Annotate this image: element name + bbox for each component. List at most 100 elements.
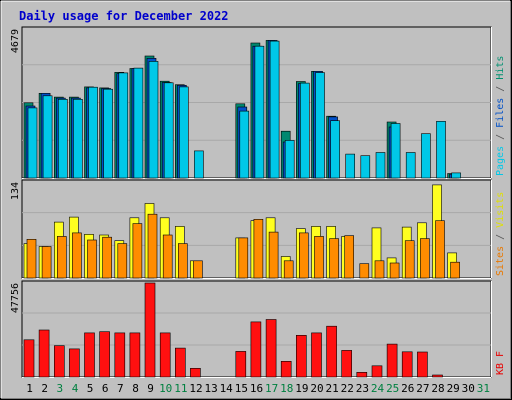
x-tick-label-15: 15: [235, 382, 248, 395]
x-tick-label-4: 4: [72, 382, 79, 395]
x-tick-label-25: 25: [386, 382, 399, 395]
legend-entry: Sites: [495, 246, 506, 276]
bar-sites-day-27: [420, 238, 430, 279]
bar-sites-day-10: [162, 234, 173, 279]
bar-kb-f-day-23: [356, 371, 368, 378]
bar-sites-day-12: [193, 260, 203, 279]
bar-kb-f-day-15: [235, 351, 247, 378]
y-max-label: 134: [10, 182, 21, 200]
bar-kb-f-day-6: [99, 331, 110, 378]
bar-sites-day-28: [435, 220, 445, 279]
bar-kb-f-day-19: [295, 334, 307, 378]
bar-kb-f-day-20: [311, 332, 322, 378]
bar-pages-day-10: [163, 82, 174, 179]
bar-pages-day-25: [390, 123, 401, 179]
x-tick-label-5: 5: [87, 382, 94, 395]
x-tick-label-7: 7: [117, 382, 124, 395]
x-tick-label-30: 30: [462, 382, 475, 395]
bar-sites-day-1: [26, 239, 37, 279]
x-tick-label-13: 13: [204, 382, 217, 395]
x-tick-label-31: 31: [477, 382, 490, 395]
bar-kb-f-day-16: [250, 321, 262, 378]
legend-entry: /: [495, 228, 506, 246]
bar-kb-f-day-18: [280, 360, 292, 378]
x-tick-label-29: 29: [447, 382, 460, 395]
x-tick-label-6: 6: [102, 382, 109, 395]
x-axis-labels: 1 2 3 4 5 6 7 8 9 10 11 12 13 14 15 16 17 18 19 20 21 22 23 24 2…: [26, 382, 490, 395]
bar-pages-day-20: [315, 72, 325, 179]
bar-sites-day-2: [41, 246, 52, 279]
bar-pages-day-4: [73, 99, 83, 179]
x-tick-label-18: 18: [280, 382, 293, 395]
bar-kb-f-day-1: [23, 339, 35, 378]
bar-sites-day-23: [359, 263, 370, 279]
bar-pages-day-19: [299, 82, 310, 179]
x-tick-label-8: 8: [132, 382, 139, 395]
bar-sites-day-26: [404, 240, 415, 279]
bar-sites-day-21: [329, 238, 339, 279]
bar-kb-f-day-11: [175, 347, 186, 378]
bar-pages-day-8: [133, 67, 144, 179]
legend-label: Sites / Visits: [495, 192, 506, 276]
bar-pages-day-17: [269, 40, 280, 179]
x-tick-label-21: 21: [325, 382, 338, 395]
bar-pages-day-23: [360, 155, 371, 179]
legend-label: Pages / Files / Hits: [495, 56, 506, 176]
bar-kb-f-day-7: [114, 332, 126, 378]
x-tick-label-9: 9: [147, 382, 154, 395]
bar-sites-day-29: [450, 261, 460, 279]
panel-visits: 134 Sites / Visits: [10, 179, 506, 279]
x-tick-label-16: 16: [250, 382, 263, 395]
bar-kb-f-day-25: [386, 343, 398, 378]
x-tick-label-14: 14: [220, 382, 234, 395]
legend-entry: Hits: [495, 56, 506, 80]
bar-sites-day-11: [178, 243, 188, 279]
bar-kb-f-day-26: [401, 351, 413, 378]
x-tick-label-2: 2: [41, 382, 48, 395]
legend-label: KB F: [495, 351, 506, 375]
x-tick-label-22: 22: [341, 382, 354, 395]
bar-kb-f-day-4: [69, 348, 80, 378]
bar-pages-day-29: [451, 172, 461, 179]
bar-kb-f-day-17: [265, 319, 277, 378]
bar-pages-day-1: [27, 107, 38, 179]
bar-kb-f-day-21: [326, 325, 337, 378]
bar-pages-day-2: [42, 95, 53, 179]
legend-entry: /: [495, 128, 506, 146]
bar-sites-day-24: [374, 260, 385, 279]
bar-pages-day-27: [421, 133, 431, 179]
bar-kb-f-day-8: [129, 332, 141, 378]
bar-pages-day-9: [148, 61, 159, 179]
chart-title: Daily usage for December 2022: [19, 9, 229, 23]
bar-pages-day-3: [57, 99, 68, 179]
bar-kb-f-day-2: [38, 329, 50, 378]
bar-sites-day-9: [147, 213, 158, 279]
bar-sites-day-16: [253, 219, 264, 279]
bar-sites-day-3: [56, 236, 67, 279]
legend-entry: Visits: [495, 192, 506, 228]
x-tick-label-1: 1: [26, 382, 33, 395]
bar-pages-day-26: [405, 152, 416, 179]
bar-kb-f-day-5: [84, 332, 95, 378]
bar-kb-f-day-9: [144, 282, 156, 378]
x-tick-label-27: 27: [416, 382, 429, 395]
bar-sites-day-18: [283, 260, 294, 279]
x-tick-label-24: 24: [371, 382, 385, 395]
bar-sites-day-8: [132, 223, 143, 279]
bar-sites-day-5: [87, 239, 97, 279]
bar-kb-f-day-22: [341, 350, 353, 378]
x-tick-label-10: 10: [159, 382, 172, 395]
bar-pages-day-28: [436, 121, 446, 179]
x-tick-label-3: 3: [56, 382, 63, 395]
panel-hits: 4679 Pages / Files / Hits: [10, 26, 506, 179]
bar-sites-day-7: [117, 243, 128, 279]
bar-pages-day-6: [103, 88, 113, 179]
bar-sites-day-19: [298, 232, 309, 279]
bar-pages-day-7: [118, 72, 129, 179]
y-max-label: 47756: [10, 283, 21, 313]
x-tick-label-19: 19: [295, 382, 308, 395]
bar-sites-day-20: [314, 236, 324, 279]
x-tick-label-23: 23: [356, 382, 369, 395]
x-tick-label-20: 20: [310, 382, 323, 395]
